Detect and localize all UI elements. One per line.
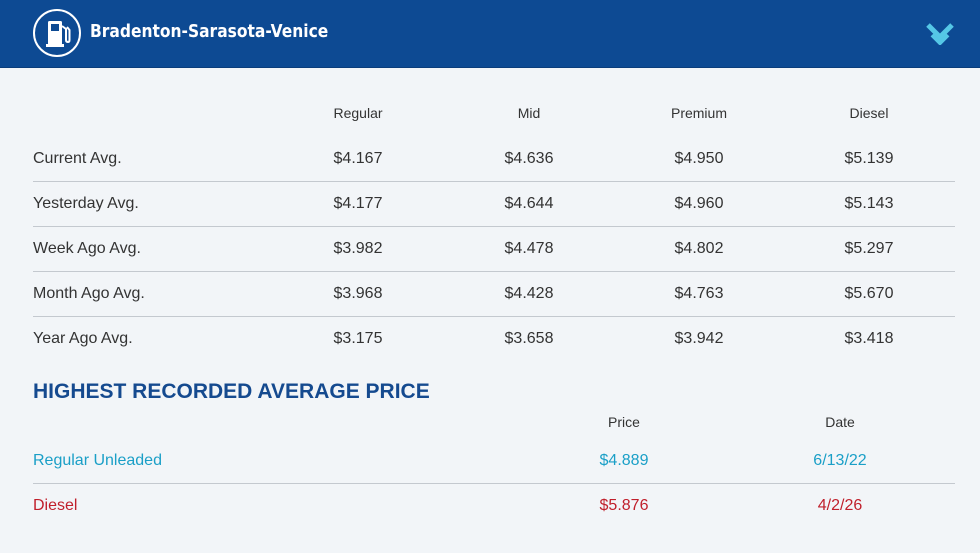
mid-price: $4.636 [504, 150, 554, 167]
regular-price: $4.177 [333, 195, 383, 212]
column-header-regular: Regular [333, 105, 383, 121]
table-row: Week Ago Avg. $3.982 $4.478 $4.802 $5.29… [33, 227, 955, 272]
diesel-price: $5.143 [844, 195, 894, 212]
table-row: Current Avg. $4.167 $4.636 $4.950 $5.139 [33, 137, 955, 182]
table-header-row: Regular Mid Premium Diesel [33, 95, 955, 137]
premium-price: $4.802 [674, 240, 724, 257]
region-title: Bradenton-Sarasota-Venice [90, 21, 329, 42]
average-prices-table: Regular Mid Premium Diesel Current Avg. … [33, 95, 955, 361]
record-section-title: HIGHEST RECORDED AVERAGE PRICE [33, 380, 430, 403]
row-label: Month Ago Avg. [33, 285, 145, 302]
diesel-price: $5.139 [844, 150, 894, 167]
premium-price: $3.942 [674, 330, 724, 347]
column-header-mid: Mid [517, 105, 541, 121]
record-price: $5.876 [599, 497, 649, 514]
record-prices-table: Price Date Regular Unleaded $4.889 6/13/… [33, 406, 955, 528]
table-row: Year Ago Avg. $3.175 $3.658 $3.942 $3.41… [33, 317, 955, 361]
table-row: Yesterday Avg. $4.177 $4.644 $4.960 $5.1… [33, 182, 955, 227]
diesel-price: $5.670 [844, 285, 894, 302]
record-label: Regular Unleaded [33, 452, 162, 469]
premium-price: $4.763 [674, 285, 724, 302]
record-price: $4.889 [599, 452, 649, 469]
mid-price: $4.428 [504, 285, 554, 302]
row-label: Current Avg. [33, 150, 122, 167]
column-header-date: Date [825, 414, 855, 430]
regular-price: $3.982 [333, 240, 383, 257]
row-label: Yesterday Avg. [33, 195, 139, 212]
mid-price: $3.658 [504, 330, 554, 347]
page-header: Bradenton-Sarasota-Venice [0, 0, 980, 68]
row-label: Year Ago Avg. [33, 330, 133, 347]
diesel-price: $3.418 [844, 330, 894, 347]
gas-pump-icon [33, 9, 81, 57]
record-row-regular-unleaded: Regular Unleaded $4.889 6/13/22 [33, 439, 955, 484]
column-header-price: Price [608, 414, 640, 430]
record-label: Diesel [33, 497, 78, 514]
record-date: 6/13/22 [813, 452, 867, 469]
chevron-down-icon[interactable] [926, 21, 954, 46]
record-date: 4/2/26 [817, 497, 863, 514]
column-header-premium: Premium [670, 105, 727, 121]
regular-price: $4.167 [333, 150, 383, 167]
premium-price: $4.950 [674, 150, 724, 167]
mid-price: $4.478 [504, 240, 554, 257]
regular-price: $3.175 [333, 330, 383, 347]
table-row: Month Ago Avg. $3.968 $4.428 $4.763 $5.6… [33, 272, 955, 317]
record-row-diesel: Diesel $5.876 4/2/26 [33, 484, 955, 528]
column-header-diesel: Diesel [849, 105, 889, 121]
premium-price: $4.960 [674, 195, 724, 212]
diesel-price: $5.297 [844, 240, 894, 257]
regular-price: $3.968 [333, 285, 383, 302]
record-header-row: Price Date [33, 406, 955, 439]
mid-price: $4.644 [504, 195, 554, 212]
row-label: Week Ago Avg. [33, 240, 141, 257]
